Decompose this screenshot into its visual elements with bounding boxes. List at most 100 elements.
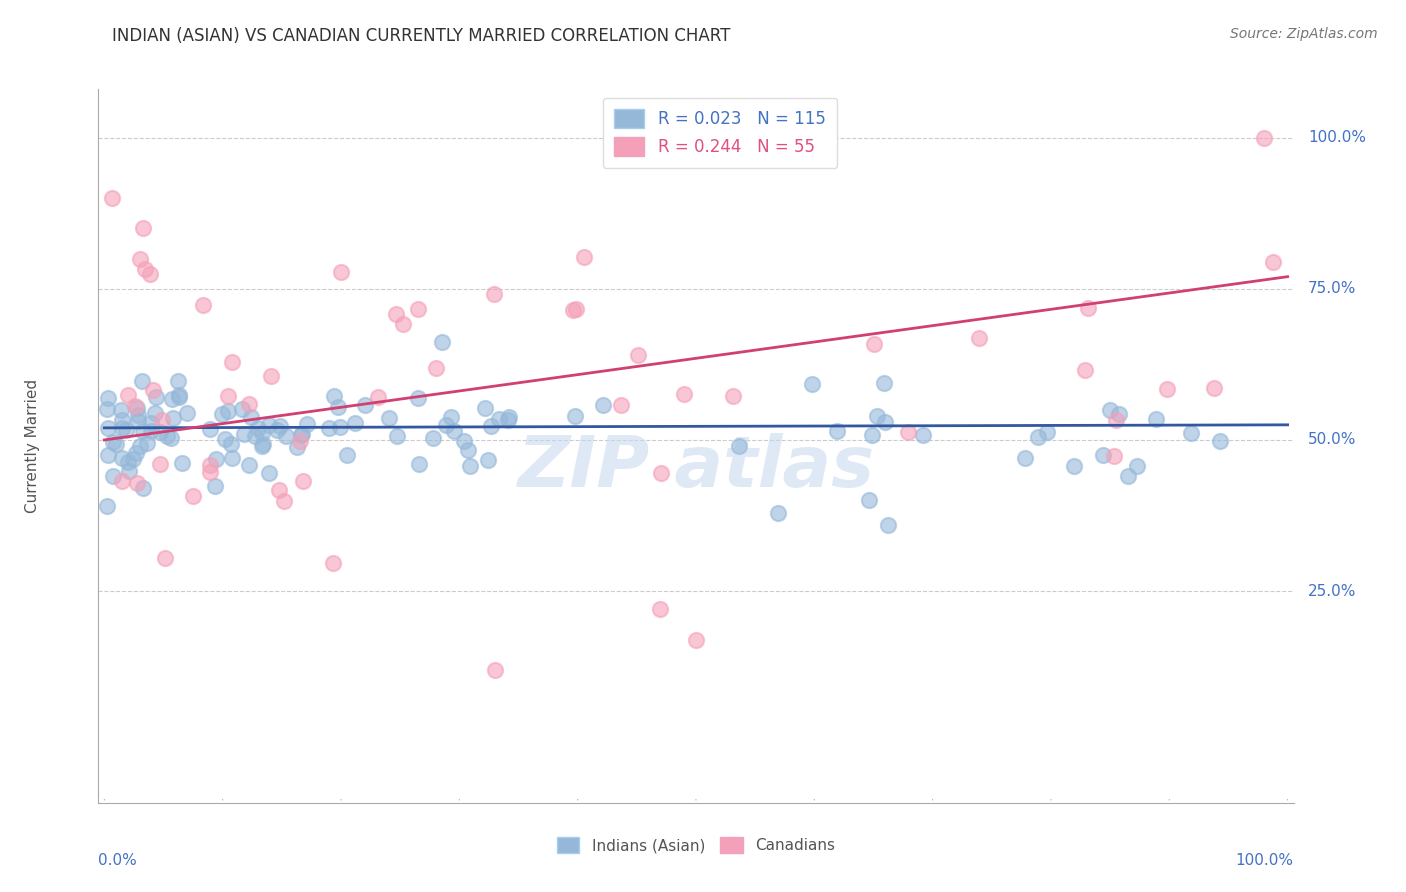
Point xyxy=(114,423,136,437)
Point xyxy=(111,413,134,427)
Point xyxy=(172,456,194,470)
Point xyxy=(1014,450,1036,465)
Point xyxy=(323,389,346,403)
Point xyxy=(145,407,167,421)
Point xyxy=(650,602,672,616)
Point xyxy=(574,251,596,265)
Point xyxy=(477,453,499,467)
Point xyxy=(1098,403,1121,417)
Point xyxy=(118,464,141,478)
Point xyxy=(318,421,340,435)
Point xyxy=(129,252,152,266)
Point xyxy=(453,434,475,448)
Point xyxy=(422,432,444,446)
Point xyxy=(425,360,447,375)
Point xyxy=(858,493,880,508)
Point xyxy=(245,429,267,443)
Point xyxy=(354,398,377,412)
Text: 100.0%: 100.0% xyxy=(1308,130,1365,145)
Point xyxy=(291,475,314,489)
Point xyxy=(406,392,429,406)
Point xyxy=(134,262,156,277)
Point xyxy=(97,391,120,405)
Point xyxy=(204,478,226,492)
Point xyxy=(766,506,789,520)
Point xyxy=(440,410,463,425)
Text: ZIP atlas: ZIP atlas xyxy=(517,433,875,502)
Point xyxy=(969,331,991,345)
Point xyxy=(443,424,465,438)
Point xyxy=(1026,430,1049,444)
Point xyxy=(1180,426,1202,441)
Point xyxy=(217,404,239,418)
Point xyxy=(285,440,308,454)
Point xyxy=(127,476,149,491)
Point xyxy=(125,446,148,460)
Point xyxy=(1156,383,1178,397)
Point xyxy=(219,436,242,450)
Point xyxy=(1077,301,1099,315)
Point xyxy=(142,383,165,397)
Legend: Indians (Asian), Canadians: Indians (Asian), Canadians xyxy=(550,831,842,859)
Point xyxy=(408,457,430,471)
Point xyxy=(329,420,352,434)
Point xyxy=(257,466,280,480)
Text: Currently Married: Currently Married xyxy=(25,379,41,513)
Point xyxy=(295,417,318,432)
Point xyxy=(111,475,134,489)
Point xyxy=(728,439,751,453)
Point xyxy=(457,442,479,457)
Point xyxy=(167,390,190,404)
Point xyxy=(160,392,183,406)
Point xyxy=(877,517,900,532)
Text: 25.0%: 25.0% xyxy=(1308,583,1357,599)
Point xyxy=(110,402,132,417)
Point xyxy=(103,469,125,483)
Point xyxy=(650,466,672,480)
Text: Source: ZipAtlas.com: Source: ZipAtlas.com xyxy=(1230,27,1378,41)
Text: 75.0%: 75.0% xyxy=(1308,281,1357,296)
Point xyxy=(290,427,312,442)
Point xyxy=(392,317,415,331)
Point xyxy=(897,425,920,439)
Point xyxy=(610,398,633,412)
Point xyxy=(1063,458,1085,473)
Point xyxy=(458,459,481,474)
Point xyxy=(1092,448,1115,462)
Point xyxy=(150,413,173,427)
Point xyxy=(97,448,120,462)
Point xyxy=(434,418,457,433)
Point xyxy=(406,301,429,316)
Point xyxy=(198,422,221,436)
Point xyxy=(205,452,228,467)
Point xyxy=(104,437,127,451)
Point xyxy=(246,421,269,435)
Point xyxy=(378,411,401,425)
Text: 50.0%: 50.0% xyxy=(1308,433,1357,448)
Point xyxy=(1036,425,1059,439)
Point xyxy=(1116,468,1139,483)
Point xyxy=(259,369,281,384)
Point xyxy=(1263,255,1285,269)
Point xyxy=(627,348,650,362)
Point xyxy=(221,354,243,368)
Point xyxy=(97,420,120,434)
Point xyxy=(322,557,344,571)
Point xyxy=(863,337,886,351)
Point xyxy=(860,427,883,442)
Point xyxy=(344,416,367,430)
Point xyxy=(238,458,260,472)
Point xyxy=(139,424,162,438)
Point xyxy=(117,455,139,469)
Point xyxy=(564,409,586,424)
Point xyxy=(198,458,221,472)
Point xyxy=(128,439,150,453)
Point xyxy=(160,431,183,445)
Point xyxy=(329,265,352,279)
Point xyxy=(111,420,134,434)
Point xyxy=(149,457,172,471)
Point xyxy=(326,401,349,415)
Point xyxy=(488,411,510,425)
Point xyxy=(1108,407,1130,421)
Point xyxy=(911,428,934,442)
